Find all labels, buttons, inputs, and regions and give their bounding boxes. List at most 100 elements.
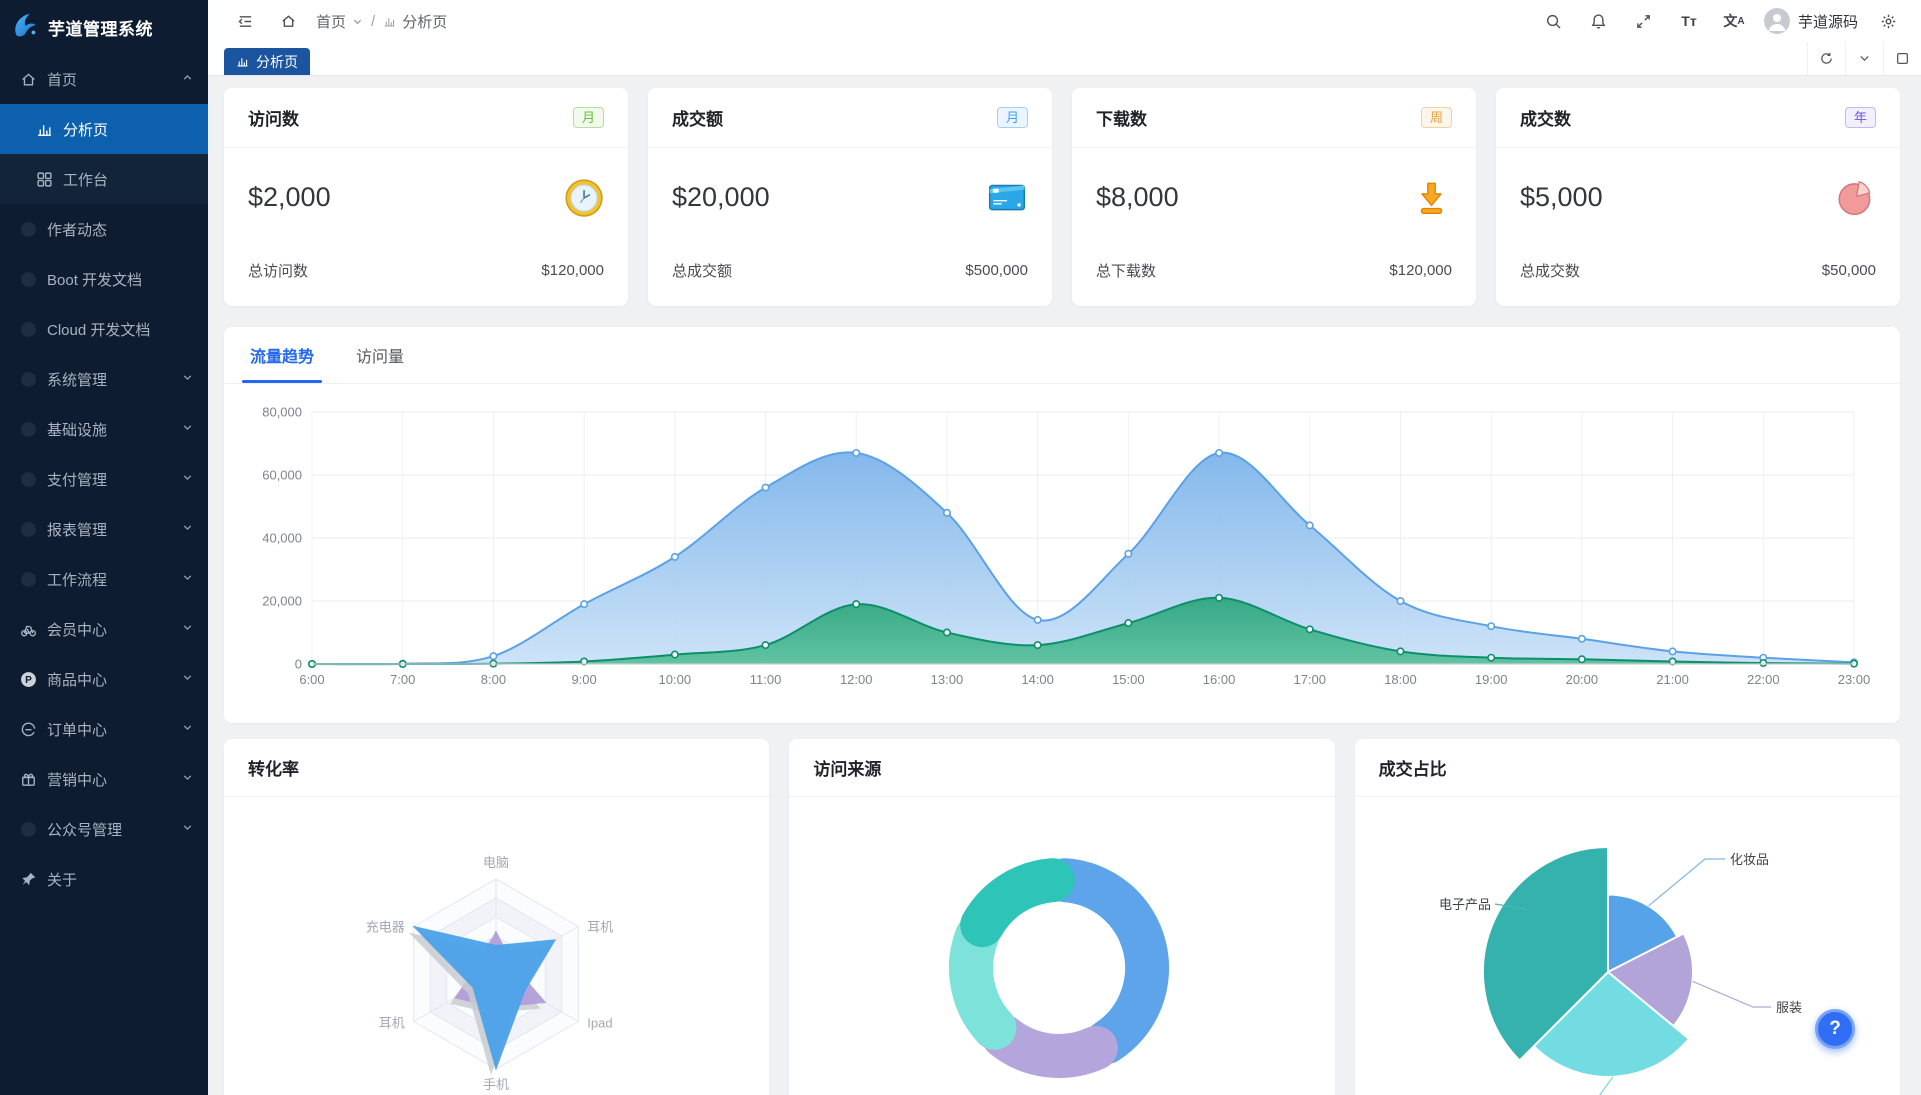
donut-chart[interactable] xyxy=(789,797,1329,1095)
area-chart[interactable]: 80,000 60,000 40,000 20,000 06:00 7:00 8:00 9:0… xyxy=(224,384,1900,723)
sidebar-item-0[interactable]: 首页 xyxy=(0,54,208,104)
rose-slice-3[interactable] xyxy=(1481,845,1609,1062)
visits-green-point[interactable] xyxy=(1487,653,1496,662)
visits-blue-point[interactable] xyxy=(1305,521,1314,530)
visits-blue-point[interactable] xyxy=(761,483,770,492)
tab-visit-volume[interactable]: 访问量 xyxy=(356,349,405,366)
visits-blue-point[interactable] xyxy=(1215,448,1224,457)
visits-blue-point[interactable] xyxy=(1577,634,1586,643)
chevron-down-icon xyxy=(181,621,194,638)
stat-card-value: $8,000 xyxy=(1096,181,1179,212)
fullscreen-icon[interactable] xyxy=(1629,6,1659,36)
sidebar-item-2[interactable]: 工作台 xyxy=(0,154,208,204)
sidebar-item-16[interactable]: 关于 xyxy=(0,854,208,904)
visits-blue-point[interactable] xyxy=(852,448,861,457)
sidebar-item-15[interactable]: 公众号管理 xyxy=(0,804,208,854)
pie-slice-label: 电子产品 xyxy=(1439,897,1491,912)
user-menu[interactable]: 芋道源码 xyxy=(1763,8,1858,34)
donut-slice-0[interactable] xyxy=(1043,858,1170,1064)
period-badge: 周 xyxy=(1420,107,1452,128)
chart-column-icon xyxy=(36,121,53,138)
x-axis-tick: 23:00 xyxy=(1838,672,1871,687)
donut-slice-1[interactable] xyxy=(981,1014,1119,1078)
sidebar-item-label: 公众号管理 xyxy=(47,821,123,839)
visits-green-point[interactable] xyxy=(1215,593,1224,602)
visits-blue-point[interactable] xyxy=(1033,615,1042,624)
sidebar-item-13[interactable]: 订单中心 xyxy=(0,704,208,754)
gear-icon[interactable] xyxy=(1873,6,1903,36)
chart-column-icon xyxy=(237,58,248,67)
visits-green-point[interactable] xyxy=(761,641,770,650)
sidebar-item-8[interactable]: 支付管理 xyxy=(0,454,208,504)
rose-slice-1[interactable] xyxy=(1605,932,1694,1028)
sidebar-item-12[interactable]: P 商品中心 xyxy=(0,654,208,704)
dot-icon xyxy=(20,271,37,288)
visits-blue-point[interactable] xyxy=(1487,622,1496,631)
visits-green-point[interactable] xyxy=(1305,625,1314,634)
sidebar-item-label: 工作流程 xyxy=(47,571,108,589)
chevron-down-icon[interactable] xyxy=(1845,42,1883,75)
search-icon[interactable] xyxy=(1539,6,1569,36)
font-size-icon[interactable]: Tт xyxy=(1681,13,1697,29)
sidebar-item-label: 关于 xyxy=(47,871,78,889)
visits-green-point[interactable] xyxy=(852,600,861,609)
stat-cards-row: 访问数 月 $2,000 总访问数 $120,000 成交额 月 $20,000 总成交额 $50… xyxy=(224,88,1900,306)
breadcrumb-home[interactable]: 首页 xyxy=(316,13,347,31)
visits-blue-point[interactable] xyxy=(580,600,589,609)
maximize-icon[interactable] xyxy=(1883,42,1921,75)
collapse-sidebar-icon[interactable] xyxy=(230,6,260,36)
sidebar-item-10[interactable]: 工作流程 xyxy=(0,554,208,604)
sidebar-item-6[interactable]: 系统管理 xyxy=(0,354,208,404)
visits-green-point[interactable] xyxy=(1577,655,1586,664)
card-title: 成交占比 xyxy=(1378,760,1447,779)
visits-blue-point[interactable] xyxy=(1124,549,1133,558)
visits-green-point[interactable] xyxy=(1396,647,1405,656)
dot-icon xyxy=(20,471,37,488)
deal-share-card: 成交占比 化妆品 服装 电子产品 xyxy=(1354,739,1900,1095)
visits-green-point[interactable] xyxy=(942,628,951,637)
donut-slice-3[interactable] xyxy=(960,858,1076,948)
refresh-icon[interactable] xyxy=(1807,42,1845,75)
visits-green-point[interactable] xyxy=(1668,657,1677,666)
sidebar-item-label: Boot 开发文档 xyxy=(47,271,143,289)
home-icon[interactable] xyxy=(273,6,303,36)
sidebar-item-3[interactable]: 作者动态 xyxy=(0,204,208,254)
visits-blue-point[interactable] xyxy=(670,552,679,561)
visits-blue-point[interactable] xyxy=(942,508,951,517)
sidebar-item-11[interactable]: 会员中心 xyxy=(0,604,208,654)
breadcrumb-separator: / xyxy=(371,12,376,30)
series-blue-polygon[interactable] xyxy=(412,925,557,1071)
sidebar-item-4[interactable]: Boot 开发文档 xyxy=(0,254,208,304)
donut-slice-2[interactable] xyxy=(949,914,1017,1050)
sidebar-item-9[interactable]: 报表管理 xyxy=(0,504,208,554)
sidebar-item-14[interactable]: 营销中心 xyxy=(0,754,208,804)
sidebar-item-7[interactable]: 基础设施 xyxy=(0,404,208,454)
visits-green-point[interactable] xyxy=(1033,641,1042,650)
app-logo[interactable]: 芋道管理系统 xyxy=(0,0,208,54)
chevron-down-icon xyxy=(353,19,362,24)
visits-green-point[interactable] xyxy=(1759,659,1768,668)
help-button[interactable]: ? xyxy=(1815,1009,1855,1049)
sidebar-item-1[interactable]: 分析页 xyxy=(0,104,208,154)
y-axis-tick: 40,000 xyxy=(262,531,302,546)
tab-analysis[interactable]: 分析页 xyxy=(224,48,310,75)
tab-traffic-trend[interactable]: 流量趋势 xyxy=(241,343,323,383)
stat-footer-label: 总成交额 xyxy=(672,263,733,280)
visits-green-point[interactable] xyxy=(580,657,589,666)
visits-green-point[interactable] xyxy=(670,650,679,659)
sidebar-item-5[interactable]: Cloud 开发文档 xyxy=(0,304,208,354)
visits-blue-point[interactable] xyxy=(489,652,498,661)
pie-slice-label: 服装 xyxy=(1776,1000,1802,1015)
trend-chart-body: 80,000 60,000 40,000 20,000 0 6:00 7:00 8:00 9:0… xyxy=(224,384,1900,723)
visits-blue-point[interactable] xyxy=(1668,647,1677,656)
visits-green-point[interactable] xyxy=(1124,619,1133,628)
y-axis-tick: 80,000 xyxy=(262,405,302,420)
stat-card-1: 成交额 月 $20,000 总成交额 $500,000 xyxy=(648,88,1052,306)
radar-axis-label: 充电器 xyxy=(366,920,405,935)
visits-blue-point[interactable] xyxy=(1396,597,1405,606)
rose-slice-2[interactable] xyxy=(1532,970,1690,1078)
bell-icon[interactable] xyxy=(1584,6,1614,36)
